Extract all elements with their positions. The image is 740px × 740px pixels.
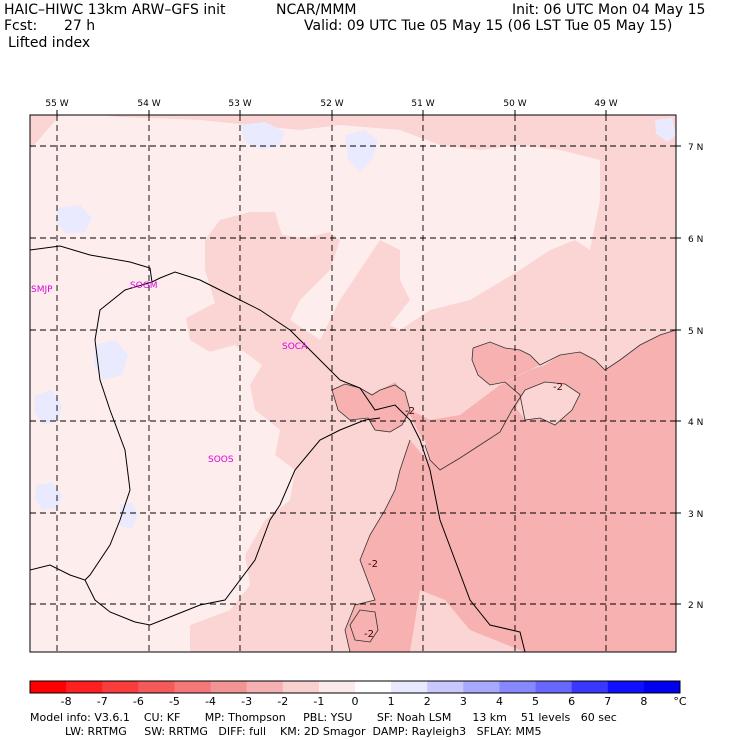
lat-label: 6 N: [688, 235, 703, 245]
coastline: [30, 245, 526, 652]
li-positive-patch-3: [56, 205, 92, 234]
contour-label: -2: [364, 629, 374, 640]
colorbar-swatch: [607, 681, 645, 693]
station-soos: SOOS: [208, 455, 234, 465]
colorbar-swatch: [102, 681, 139, 693]
lat-label: 2 N: [688, 601, 703, 611]
valid-time: Valid: 09 UTC Tue 05 May 15 (06 LST Tue …: [304, 18, 673, 34]
colorbar-tick-label: 2: [423, 695, 431, 708]
colorbar-swatch: [427, 681, 464, 693]
station-soca: SOCA: [282, 342, 308, 352]
colorbar-tick-label: 8: [640, 695, 648, 708]
lat-lon-grid: [30, 115, 676, 652]
forecast-hour: 27 h: [64, 18, 96, 34]
colorbar-border: [29, 680, 681, 694]
colorbar-tick-label: 4: [495, 695, 503, 708]
colorbar-swatch: [318, 681, 356, 693]
colorbar-tick-label: -5: [168, 695, 180, 708]
colorbar-tick-label: -8: [60, 695, 72, 708]
colorbar-swatch: [355, 681, 392, 693]
colorbar-swatch: [66, 681, 103, 693]
station-sogm: SOGM: [130, 281, 158, 291]
colorbar-tick-label: -1: [313, 695, 325, 708]
li-positive-patch-6: [35, 482, 62, 510]
map-frame: [29, 114, 677, 653]
colorbar-tick-label: 7: [604, 695, 612, 708]
li-positive-patch-8: [655, 118, 676, 142]
colorbar-tick-label: 5: [532, 695, 540, 708]
colorbar-swatch: [282, 681, 320, 693]
colorbar-swatch: [174, 681, 212, 693]
lon-label: 49 W: [594, 99, 617, 109]
contour-label: -2: [368, 559, 378, 570]
colorbar: [29, 680, 681, 694]
colorbar-swatch: [535, 681, 573, 693]
lon-label: 50 W: [503, 99, 526, 109]
contour-lines: [331, 329, 676, 652]
model-info-line2: LW: RRTMG SW: RRTMG DIFF: full KM: 2D Sm…: [30, 725, 542, 738]
colorbar-tick-label: 3: [459, 695, 467, 708]
colorbar-tick-label: -4: [205, 695, 217, 708]
model-info-line1: Model info: V3.6.1 CU: KF MP: Thompson P…: [30, 711, 617, 724]
li-region-minus2-coast: [332, 384, 410, 432]
colorbar-swatch: [30, 681, 67, 693]
colorbar-swatch: [463, 681, 500, 693]
li-region-minus2-north: [472, 342, 540, 385]
colorbar-swatch: [210, 681, 248, 693]
station-smjp: SMJP: [31, 285, 53, 295]
lon-label: 54 W: [137, 99, 160, 109]
field-name: Lifted index: [8, 35, 91, 51]
colorbar-tick-label: 1: [387, 695, 395, 708]
li-region-minus2: [345, 330, 676, 652]
lat-label: 7 N: [688, 143, 703, 153]
colorbar-tick-label: -6: [132, 695, 144, 708]
lon-label: 52 W: [320, 99, 343, 109]
colorbar-swatch: [643, 681, 681, 693]
lat-label: 3 N: [688, 510, 703, 520]
lat-label: 4 N: [688, 418, 703, 428]
colorbar-swatch: [571, 681, 609, 693]
colorbar-tick-label: -2: [277, 695, 289, 708]
li-region-minus1-patch: [516, 382, 580, 425]
colorbar-swatch: [138, 681, 175, 693]
forecast-label: Fcst:: [4, 18, 38, 34]
li-region-minus2-cell: [350, 610, 378, 642]
colorbar-swatch: [391, 681, 428, 693]
center-name: NCAR/MMM: [276, 2, 357, 18]
li-region-pale: [30, 246, 295, 630]
lon-label: 51 W: [411, 99, 434, 109]
colorbar-tick-label: 6: [568, 695, 576, 708]
colorbar-unit: °C: [673, 695, 687, 708]
lat-label: 5 N: [688, 327, 703, 337]
contour-label: -2: [553, 382, 563, 393]
li-positive-patch-5: [34, 390, 62, 424]
colorbar-tick-label: 0: [351, 695, 359, 708]
colorbar-tick-label: -7: [96, 695, 108, 708]
lon-label: 53 W: [228, 99, 251, 109]
model-title: HAIC–HIWC 13km ARW–GFS init: [4, 2, 226, 18]
axis-ticks: [56, 110, 681, 605]
init-time: Init: 06 UTC Mon 04 May 15: [512, 2, 706, 18]
colorbar-tick-label: -3: [241, 695, 253, 708]
li-positive-patch-2: [345, 130, 378, 172]
colorbar-swatch: [246, 681, 284, 693]
lon-label: 55 W: [45, 99, 68, 109]
contour-label: -2: [405, 406, 415, 417]
li-positive-patch-1: [240, 122, 285, 150]
colorbar-swatch: [499, 681, 537, 693]
li-positive-patch-7: [120, 502, 138, 528]
li-positive-patch-4: [94, 340, 128, 380]
